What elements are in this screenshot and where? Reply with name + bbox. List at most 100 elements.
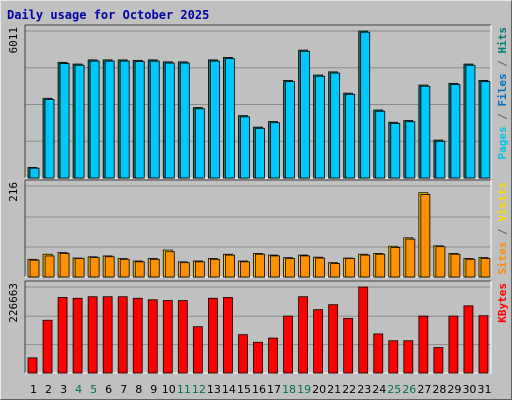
visits-bar-sites <box>330 263 341 278</box>
hits-bar-files <box>194 108 205 179</box>
visits-legend-part: Sites <box>496 242 509 275</box>
kbytes-bar-kbytes <box>418 315 429 374</box>
hits-bar-files <box>405 121 416 179</box>
x-tick-label: 31 <box>477 383 491 396</box>
kbytes-bar-kbytes <box>72 297 83 374</box>
visits-bar-sites <box>480 258 491 278</box>
visits-bar-sites <box>405 238 416 278</box>
visits-bar-sites <box>44 255 55 278</box>
hits-legend-part: Hits <box>496 27 509 54</box>
hits-bar-files <box>164 62 175 179</box>
kbytes-bar-kbytes <box>253 341 263 374</box>
visits-bar-sites <box>285 258 295 278</box>
hits-bar-files <box>480 81 491 179</box>
hits-legend-part: Files <box>496 73 509 106</box>
visits-bar-sites <box>225 254 235 278</box>
hits-bar-files <box>360 31 371 179</box>
visits-bar-sites <box>59 253 70 278</box>
kbytes-bar-kbytes <box>147 299 158 374</box>
hits-bar-files <box>240 116 250 179</box>
visits-bar-sites <box>89 257 100 278</box>
x-tick-label: 26 <box>402 383 416 396</box>
hits-bar-files <box>74 64 85 179</box>
kbytes-bar-kbytes <box>42 319 53 374</box>
hits-bar-files <box>44 99 55 179</box>
x-tick-label: 10 <box>162 383 176 396</box>
visits-bar-sites <box>134 261 145 278</box>
x-tick-label: 8 <box>135 383 142 396</box>
hits-bar-files <box>345 93 356 179</box>
visits-bar-sites <box>29 259 40 278</box>
hits-legend-label: Pages / Files / Hits <box>496 27 509 160</box>
visits-bar-sites <box>240 261 250 278</box>
x-tick-label: 18 <box>282 383 296 396</box>
kbytes-bar-kbytes <box>403 340 414 374</box>
kbytes-bar-kbytes <box>343 317 354 374</box>
hits-legend-part: / <box>496 107 509 127</box>
x-tick-label: 22 <box>342 383 356 396</box>
visits-bar-sites <box>420 194 431 278</box>
x-tick-label: 21 <box>327 383 341 396</box>
x-tick-label: 6 <box>105 383 112 396</box>
hits-bar-files <box>270 122 280 179</box>
visits-bar-sites <box>119 258 130 278</box>
visits-bar-sites <box>450 253 461 278</box>
visits-bar-sites <box>149 258 160 278</box>
kbytes-bar-kbytes <box>448 315 459 374</box>
x-tick-label: 9 <box>150 383 157 396</box>
visits-bar-sites <box>209 258 220 278</box>
hits-bar-files <box>29 167 40 179</box>
kbytes-legend-part: KBytes <box>496 283 509 323</box>
kbytes-bar-kbytes <box>313 309 324 374</box>
visits-legend-part: / <box>496 222 509 242</box>
kbytes-bar-kbytes <box>27 357 38 374</box>
visits-bar-sites <box>300 255 310 278</box>
visits-legend-label: Sites / Visits <box>496 182 509 275</box>
kbytes-bar-kbytes <box>328 304 339 374</box>
visits-bar-sites <box>194 261 205 278</box>
visits-legend-part: Visits <box>496 182 509 222</box>
hits-bar-files <box>209 60 220 179</box>
x-tick-label: 1 <box>30 383 37 396</box>
visits-bar-sites <box>315 257 326 278</box>
kbytes-bar-kbytes <box>433 347 444 374</box>
visits-bar-sites <box>345 258 356 278</box>
kbytes-bar-kbytes <box>358 286 369 374</box>
kbytes-bar-kbytes <box>102 296 113 374</box>
hits-bar-files <box>450 84 461 179</box>
hits-bar-files <box>59 63 70 179</box>
hits-bar-files <box>315 75 326 179</box>
x-tick-label: 2 <box>45 383 52 396</box>
kbytes-bar-kbytes <box>373 333 384 374</box>
hits-bar-files <box>179 62 190 179</box>
x-tick-label: 24 <box>372 383 386 396</box>
hits-bar-files <box>420 85 431 179</box>
hits-bar-files <box>285 81 295 179</box>
kbytes-bar-kbytes <box>283 315 293 374</box>
hits-bar-files <box>390 123 401 179</box>
hits-max-label: 6011 <box>7 27 20 54</box>
kbytes-bar-kbytes <box>192 326 203 374</box>
visits-bar-sites <box>179 262 190 278</box>
visits-bar-sites <box>375 253 386 278</box>
hits-bar-files <box>330 72 341 179</box>
x-tick-label: 17 <box>267 383 281 396</box>
kbytes-bar-kbytes <box>223 297 233 374</box>
x-tick-label: 30 <box>462 383 476 396</box>
hits-bar-files <box>375 110 386 179</box>
x-tick-label: 13 <box>207 383 221 396</box>
hits-bar-files <box>104 60 115 179</box>
x-tick-label: 23 <box>357 383 371 396</box>
x-tick-label: 3 <box>60 383 67 396</box>
x-tick-label: 20 <box>312 383 326 396</box>
kbytes-bar-kbytes <box>162 300 173 374</box>
x-tick-label: 27 <box>417 383 431 396</box>
kbytes-bar-kbytes <box>57 297 68 374</box>
hits-bar-files <box>149 60 160 179</box>
visits-max-label: 216 <box>7 182 20 202</box>
visits-bar-sites <box>435 246 446 278</box>
visits-bar-sites <box>74 258 85 278</box>
kbytes-bar-kbytes <box>298 296 308 374</box>
kbytes-bar-kbytes <box>117 296 128 374</box>
hits-bar-files <box>435 140 446 179</box>
